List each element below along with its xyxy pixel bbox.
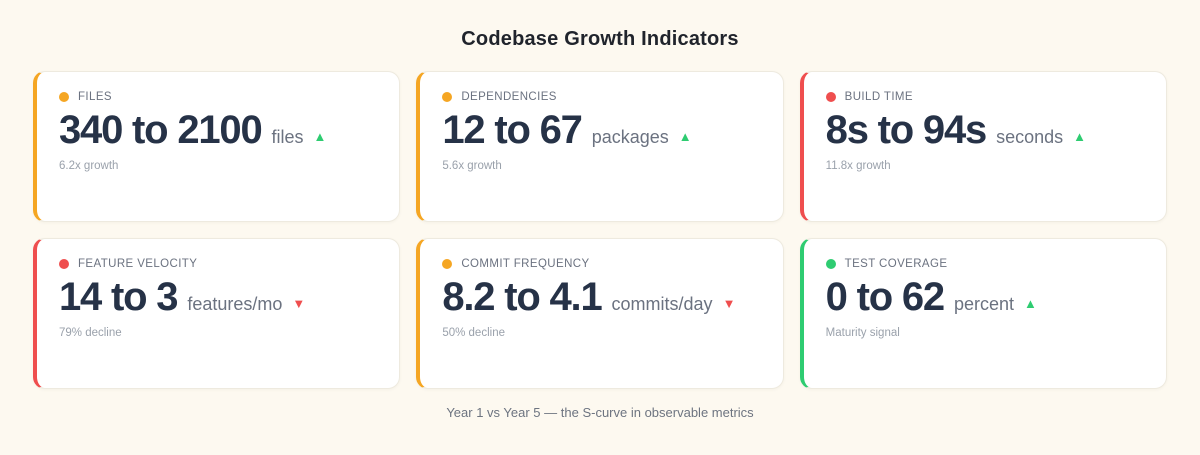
trend-up-icon: ▲: [1024, 296, 1037, 311]
metric-label: DEPENDENCIES: [461, 91, 557, 103]
metric-value-row: 340 to 2100 files ▲: [59, 109, 377, 151]
metric-card: TEST COVERAGE 0 to 62 percent ▲ Maturity…: [799, 238, 1167, 389]
metric-card: BUILD TIME 8s to 94s seconds ▲ 11.8x gro…: [799, 71, 1167, 222]
metric-value: 8.2 to 4.1: [442, 275, 602, 319]
status-dot-icon: [59, 259, 69, 269]
metric-value-row: 14 to 3 features/mo ▼: [59, 276, 377, 318]
metric-card-header: TEST COVERAGE: [825, 258, 1144, 270]
trend-down-icon: ▼: [722, 296, 736, 311]
metric-note: 6.2x growth: [59, 160, 119, 172]
metric-label: FEATURE VELOCITY: [78, 258, 198, 270]
metric-note: 11.8x growth: [825, 160, 891, 172]
metric-note: 5.6x growth: [442, 160, 502, 172]
metric-value: 0 to 62: [825, 275, 946, 319]
trend-up-icon: ▲: [678, 129, 692, 144]
metric-value: 340 to 2100: [59, 108, 263, 152]
footer-caption: Year 1 vs Year 5 — the S-curve in observ…: [446, 405, 754, 420]
metric-value-row: 0 to 62 percent ▲: [826, 276, 1144, 318]
metric-card-header: BUILD TIME: [825, 91, 1144, 103]
metric-unit: commits/day: [611, 294, 713, 314]
status-dot-icon: [825, 92, 836, 102]
metric-card-header: FILES: [59, 91, 377, 103]
trend-down-icon: ▼: [292, 296, 306, 311]
metric-label: FILES: [78, 91, 112, 103]
status-dot-icon: [442, 92, 453, 102]
metric-card: COMMIT FREQUENCY 8.2 to 4.1 commits/day …: [416, 238, 784, 389]
metric-card: FILES 340 to 2100 files ▲ 6.2x growth: [33, 71, 401, 222]
page-title: Codebase Growth Indicators: [461, 28, 739, 50]
metric-card: FEATURE VELOCITY 14 to 3 features/mo ▼ 7…: [33, 238, 401, 389]
metric-unit: packages: [591, 127, 669, 147]
metric-value: 14 to 3: [59, 275, 179, 319]
status-dot-icon: [825, 259, 836, 269]
metric-note: 79% decline: [59, 327, 122, 339]
metric-label: TEST COVERAGE: [844, 258, 948, 270]
trend-up-icon: ▲: [313, 129, 327, 144]
trend-up-icon: ▲: [1073, 129, 1086, 144]
metrics-grid: FILES 340 to 2100 files ▲ 6.2x growth DE…: [0, 71, 1200, 389]
metric-label: COMMIT FREQUENCY: [461, 258, 590, 270]
metric-value: 12 to 67: [442, 108, 583, 152]
status-dot-icon: [442, 259, 453, 269]
metric-card-header: COMMIT FREQUENCY: [442, 258, 760, 270]
metric-unit: seconds: [996, 127, 1064, 147]
status-dot-icon: [59, 92, 69, 102]
metric-value: 8s to 94s: [825, 108, 988, 152]
metric-unit: files: [271, 127, 304, 147]
metric-card-header: DEPENDENCIES: [442, 91, 760, 103]
metric-value-row: 8.2 to 4.1 commits/day ▼: [442, 276, 760, 318]
metric-note: Maturity signal: [825, 327, 900, 339]
metric-label: BUILD TIME: [844, 91, 913, 103]
metric-card: DEPENDENCIES 12 to 67 packages ▲ 5.6x gr…: [416, 71, 784, 222]
metric-note: 50% decline: [442, 327, 505, 339]
metric-unit: features/mo: [187, 294, 283, 314]
metric-value-row: 12 to 67 packages ▲: [442, 109, 760, 151]
metric-value-row: 8s to 94s seconds ▲: [826, 109, 1144, 151]
metric-card-header: FEATURE VELOCITY: [59, 258, 377, 270]
metric-unit: percent: [953, 294, 1015, 314]
